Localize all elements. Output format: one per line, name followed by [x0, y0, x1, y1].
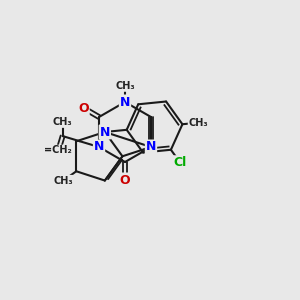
- Text: CH₃: CH₃: [115, 81, 135, 91]
- Text: O: O: [120, 173, 130, 187]
- Text: N: N: [120, 95, 130, 109]
- Text: =CH₂: =CH₂: [44, 146, 72, 155]
- Text: O: O: [78, 101, 89, 115]
- Text: CH₃: CH₃: [53, 117, 72, 127]
- Text: Cl: Cl: [174, 156, 187, 169]
- Text: CH₃: CH₃: [188, 118, 208, 128]
- Text: N: N: [100, 125, 110, 139]
- Text: N: N: [146, 140, 156, 154]
- Text: N: N: [94, 140, 104, 154]
- Text: CH₃: CH₃: [53, 176, 73, 186]
